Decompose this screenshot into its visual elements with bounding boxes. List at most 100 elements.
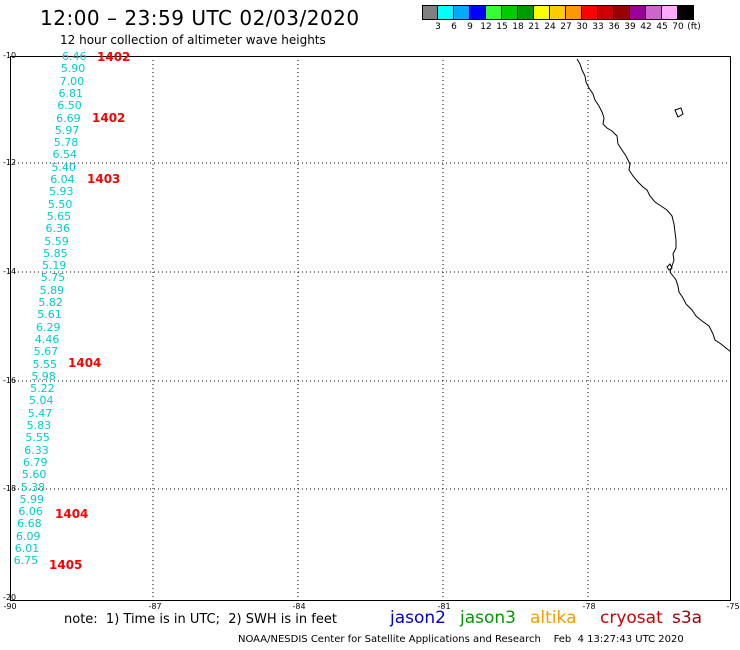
swh-reading: 6.36 bbox=[45, 222, 70, 236]
pass-time-label: 1402 bbox=[92, 111, 126, 125]
swh-reading: 6.09 bbox=[15, 529, 41, 543]
satellite-legend-jason3: jason3 bbox=[460, 608, 516, 628]
swh-reading: 5.04 bbox=[28, 394, 54, 408]
coastline-inlet bbox=[666, 263, 673, 271]
lon-label: -75 bbox=[726, 602, 740, 611]
swh-reading: 5.85 bbox=[43, 246, 68, 260]
colorbar-label: 42 bbox=[640, 22, 652, 32]
peru-coastline bbox=[576, 58, 731, 353]
swh-reading: 5.38 bbox=[20, 480, 46, 494]
swh-reading: 5.61 bbox=[37, 308, 62, 322]
colorbar-label: 24 bbox=[544, 22, 556, 32]
swh-reading: 6.01 bbox=[14, 542, 40, 555]
lon-label: -90 bbox=[3, 602, 17, 611]
colorbar-swatch bbox=[614, 5, 630, 20]
swh-reading: 5.60 bbox=[21, 468, 47, 482]
swh-reading: 5.19 bbox=[41, 259, 67, 273]
swh-reading: 5.89 bbox=[39, 283, 65, 297]
colorbar-swatch bbox=[662, 5, 678, 20]
colorbar-swatch bbox=[518, 5, 534, 20]
colorbar-label: 33 bbox=[592, 22, 604, 32]
pass-time-label: 1403 bbox=[87, 172, 121, 186]
swh-reading: 6.46 bbox=[62, 50, 87, 63]
swh-reading: 5.83 bbox=[26, 419, 52, 432]
units-note: note: 1) Time is in UTC; 2) SWH is in fe… bbox=[64, 612, 337, 627]
colorbar-swatch bbox=[486, 5, 502, 20]
lat-label: -14 bbox=[3, 267, 17, 276]
colorbar-label: 70 bbox=[672, 22, 684, 32]
colorbar-label: 15 bbox=[496, 22, 508, 32]
swh-reading: 6.81 bbox=[58, 86, 83, 100]
satellite-legend-altika: altika bbox=[530, 608, 577, 628]
satellite-legend-jason2: jason2 bbox=[390, 608, 446, 628]
colorbar-swatch bbox=[422, 5, 438, 20]
colorbar-label: 36 bbox=[608, 22, 620, 32]
pass-time-label: 1404 bbox=[68, 356, 102, 370]
lat-label: -20 bbox=[3, 593, 17, 602]
colorbar-label: 27 bbox=[560, 22, 572, 32]
lat-label: -16 bbox=[3, 376, 17, 385]
swh-reading: 5.97 bbox=[54, 123, 80, 137]
colorbar-label: 45 bbox=[656, 22, 668, 32]
pass-time-label: 1402 bbox=[97, 50, 131, 64]
colorbar-labels: 3 6 9 12 15 18 21 24 27 30 33 36 39 42 45 70 (ft) bbox=[422, 22, 740, 34]
swh-reading: 6.79 bbox=[23, 455, 48, 469]
swh-reading: 5.75 bbox=[40, 271, 66, 285]
colorbar-swatch bbox=[598, 5, 614, 20]
altimeter-map bbox=[10, 56, 731, 601]
colorbar-label: 39 bbox=[624, 22, 636, 32]
colorbar-swatch bbox=[438, 5, 454, 20]
lat-label: -10 bbox=[3, 51, 17, 60]
colorbar-label: 30 bbox=[576, 22, 588, 32]
wave-height-colorbar bbox=[422, 5, 694, 20]
pass-time-label: 1405 bbox=[49, 558, 83, 572]
swh-reading: 5.98 bbox=[31, 369, 56, 383]
colorbar-swatch bbox=[582, 5, 598, 20]
lon-label: -84 bbox=[292, 602, 306, 611]
swh-reading: 5.50 bbox=[47, 197, 73, 211]
colorbar-label: 3 bbox=[435, 22, 441, 32]
colorbar-swatch bbox=[502, 5, 518, 20]
colorbar-swatch bbox=[470, 5, 486, 20]
colorbar-swatch bbox=[630, 5, 646, 20]
swh-reading: 6.29 bbox=[36, 320, 61, 334]
satellite-legend-s3a: s3a bbox=[672, 608, 703, 628]
pass-time-label: 1404 bbox=[55, 507, 89, 521]
colorbar-label: (ft) bbox=[687, 22, 701, 32]
lon-label: -81 bbox=[437, 602, 451, 611]
swh-reading: 5.22 bbox=[30, 382, 55, 396]
swh-reading: 5.55 bbox=[32, 357, 58, 371]
lon-label: -78 bbox=[582, 602, 596, 611]
swh-reading: 7.00 bbox=[59, 74, 85, 88]
credit-line: NOAA/NESDIS Center for Satellite Applica… bbox=[238, 634, 684, 645]
swh-reading: 5.67 bbox=[33, 345, 59, 359]
lat-label: -18 bbox=[3, 484, 17, 493]
graticule bbox=[10, 56, 731, 601]
swh-reading: 6.54 bbox=[52, 148, 78, 162]
swh-reading: 6.68 bbox=[17, 517, 42, 531]
colorbar-swatch bbox=[646, 5, 662, 20]
swh-reading: 6.69 bbox=[56, 111, 81, 125]
swh-reading: 5.59 bbox=[44, 234, 69, 248]
swh-reading: 6.06 bbox=[18, 505, 43, 519]
swh-reading: 6.75 bbox=[13, 554, 39, 568]
colorbar-label: 9 bbox=[467, 22, 473, 32]
lon-label: -87 bbox=[148, 602, 162, 611]
swh-reading: 6.50 bbox=[57, 99, 82, 113]
lake-island bbox=[674, 107, 684, 118]
swh-reading: 5.65 bbox=[46, 209, 72, 223]
colorbar-swatch bbox=[534, 5, 550, 20]
map-frame bbox=[10, 56, 731, 601]
colorbar-label: 21 bbox=[528, 22, 540, 32]
colorbar-label: 12 bbox=[480, 22, 492, 32]
swh-reading: 5.47 bbox=[27, 406, 53, 420]
lat-label: -12 bbox=[3, 158, 17, 167]
swh-reading: 5.93 bbox=[49, 185, 74, 199]
colorbar-swatch bbox=[566, 5, 582, 20]
swh-reading: 5.78 bbox=[53, 136, 79, 150]
map-subtitle: 12 hour collection of altimeter wave hei… bbox=[60, 33, 326, 47]
map-title: 12:00 – 23:59 UTC 02/03/2020 bbox=[40, 6, 360, 30]
colorbar-label: 18 bbox=[512, 22, 524, 32]
swh-reading: 5.40 bbox=[51, 160, 76, 174]
colorbar-swatch bbox=[454, 5, 470, 20]
